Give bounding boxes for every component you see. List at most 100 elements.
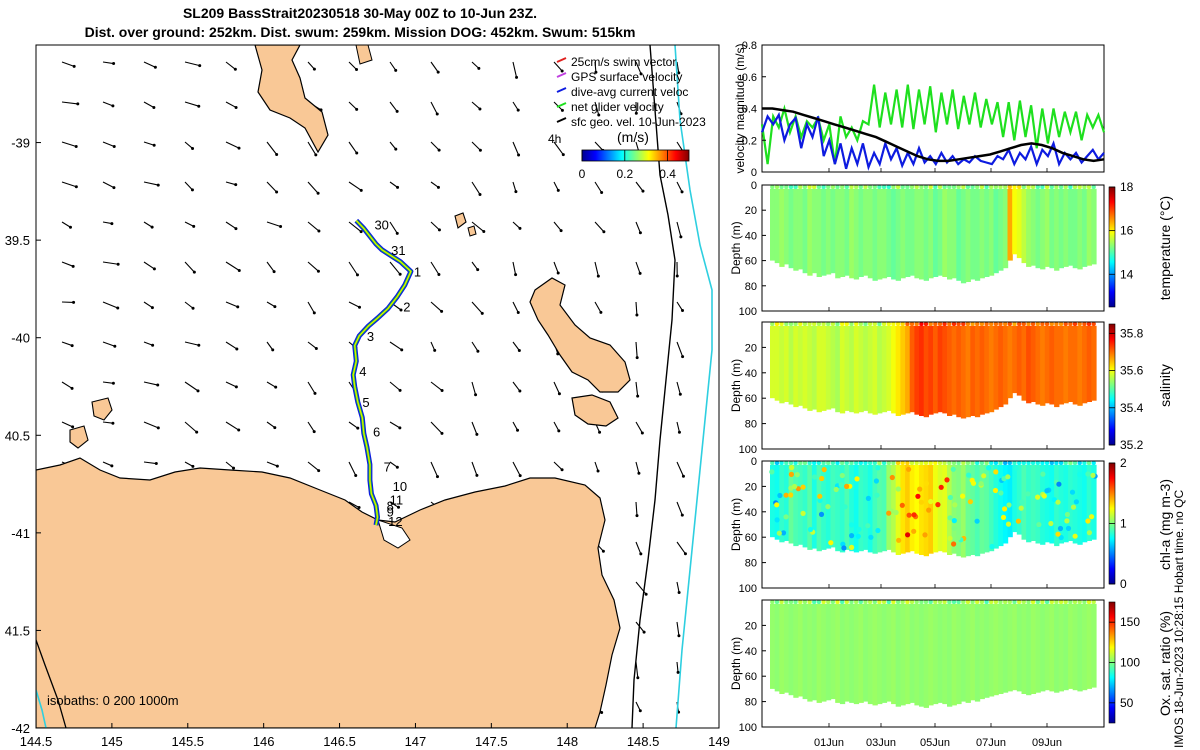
current-vector-head [560,108,564,112]
current-vector-head [273,426,277,430]
current-vector-head [636,676,640,680]
current-vector-head [312,430,316,434]
colorbar-tick-label: 35.8 [1120,326,1144,340]
current-vector [225,381,237,388]
surface-sample [989,460,994,466]
section-profile-cell [807,188,813,276]
current-vector-head [433,348,437,352]
chl-sample-dot [1070,504,1077,510]
surface-sample [793,599,798,605]
surface-sample [830,321,836,327]
tamar-estuary [377,519,411,549]
surface-sample [1030,599,1036,605]
current-vector-head [314,346,318,350]
surface-sample [998,184,1003,190]
section-profile-cell [1077,464,1083,545]
current-vector [471,421,478,435]
chl-sample-dot [841,545,847,551]
current-vector [266,141,278,155]
current-vector-head [677,430,681,434]
section-profile-cell [863,603,869,702]
chl-sample-dot [947,494,954,501]
chl-sample-dot [1085,518,1091,524]
section-profile-cell [863,464,869,550]
section-profile-cell [1012,603,1018,691]
chl-sample-dot [886,510,892,516]
current-vector [61,181,77,188]
surface-sample [956,321,961,327]
surface-sample [1082,460,1087,466]
current-vector [635,381,639,397]
current-vector [594,221,605,233]
current-vector [430,261,440,275]
current-vector [471,141,481,151]
flinders-island [529,277,631,393]
surface-sample [1030,184,1036,190]
current-vector-head [395,465,399,469]
surface-sample [1091,184,1096,190]
surface-sample [1077,599,1082,605]
current-vector [553,381,560,395]
current-vector-head [313,391,317,395]
surface-sample [1063,184,1068,190]
section-profile-cell [844,325,850,411]
chl-sample-dot [838,482,844,488]
section-profile-cell [770,603,776,689]
section-profile-cell [1040,603,1046,692]
section-profile-cell [811,325,818,410]
current-vector [102,181,115,189]
current-vector-head [398,272,402,276]
current-vector-head [111,421,115,425]
surface-sample [1012,184,1017,190]
surface-sample [1026,321,1031,327]
time-tick-label: 07Jun [976,737,1006,749]
section-profile-cell [811,464,818,549]
section-profile-cell [835,464,841,552]
current-vector [676,581,680,593]
current-vector-head [191,464,195,468]
section-profile-cell [937,464,943,552]
surface-sample [774,599,780,605]
surface-sample [1077,460,1082,466]
surface-sample [956,184,961,190]
current-vector-head [355,273,359,277]
section-profile-cell [807,464,813,550]
section-profile-cell [970,603,976,701]
legend-entry: GPS surface velocity [571,70,682,84]
section-profile-cell [965,325,971,418]
surface-sample [961,184,966,190]
section-temperature: 0 20 40 60 80 100 Depth (m) 14 16 18 temperature (… [729,180,1173,318]
current-vector-head [197,343,201,347]
section-profile-cell [863,188,869,276]
section-chl-a: 0 20 40 60 80 100 Depth (m) 0 1 2 chl-a (mg m-3) [729,456,1173,595]
current-vector [102,341,116,347]
section-profile-cell [900,188,906,279]
chl-sample-dot [1055,531,1061,537]
current-vector [430,381,443,391]
surface-sample [835,599,840,605]
colorbar-tick-label: 0.2 [616,167,633,181]
surface-sample [826,599,831,605]
section-profile-cell [784,325,790,402]
section-profile-cell [905,325,911,414]
surface-sample [1040,460,1045,466]
surface-sample [858,599,863,605]
surface-sample [956,460,961,466]
section-profile-cell [951,464,957,554]
current-vector [553,181,559,191]
track-day-label: 12 [388,514,402,529]
section-profile-cell [1091,603,1097,688]
section-colorbar-label: Ox. sat. ratio (%) [1157,611,1173,716]
section-profile-cell [844,603,850,702]
current-vector [635,581,647,595]
current-vector-head [314,153,318,157]
surface-sample [812,321,817,327]
section-profile-cell [830,325,836,409]
section-profile-cell [1068,464,1074,541]
surface-sample [886,184,891,190]
track-day-label: 11 [390,493,404,508]
surface-sample [1003,184,1008,190]
surface-sample [989,184,994,190]
current-vector-head [399,308,403,312]
track-day-label: 1 [414,264,421,279]
